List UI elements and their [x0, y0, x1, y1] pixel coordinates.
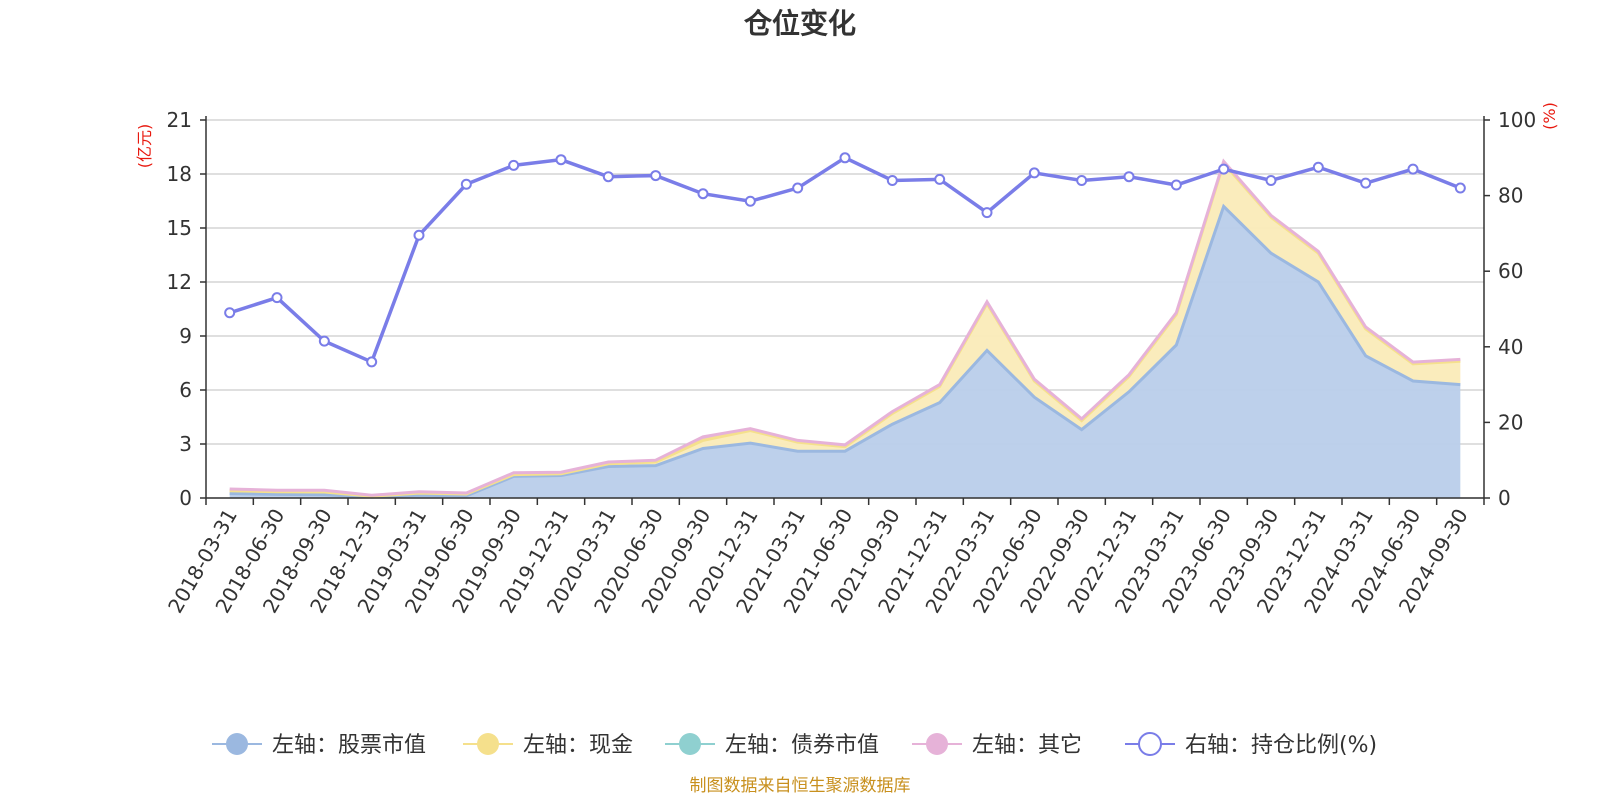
left-tick-label: 3: [179, 432, 192, 456]
data-point: [1170, 179, 1182, 191]
area-edge-左轴：股票市值: [229, 203, 1461, 499]
legend-label: 左轴：债券市值: [725, 733, 879, 758]
data-point: [1265, 174, 1277, 186]
legend-label: 右轴：持仓比例(%): [1185, 733, 1377, 758]
data-point: [839, 152, 851, 164]
left-tick-label: 18: [167, 162, 192, 186]
data-point: [366, 356, 378, 368]
data-point: [1312, 161, 1324, 173]
left-tick-label: 9: [179, 324, 192, 348]
data-point: [555, 154, 567, 166]
data-point: [508, 159, 520, 171]
right-tick-label: 40: [1498, 335, 1523, 359]
left-axis-unit: (亿元): [135, 124, 154, 169]
data-point: [1218, 163, 1230, 175]
data-point: [1123, 171, 1135, 183]
legend-marker: [477, 733, 499, 755]
data-point: [1360, 177, 1372, 189]
data-point: [886, 174, 898, 186]
data-point: [224, 307, 236, 319]
legend-label: 左轴：其它: [972, 733, 1082, 758]
data-point: [1407, 163, 1419, 175]
legend: 左轴：股票市值 左轴：现金 左轴：债券市值 左轴：其它 右轴：持仓比例(%): [212, 732, 1377, 758]
left-tick-label: 0: [179, 486, 192, 510]
left-tick-label: 12: [167, 270, 192, 294]
left-tick-label: 21: [167, 108, 192, 132]
left-tick-label: 15: [167, 216, 192, 240]
area-左轴：股票市值: [229, 206, 1461, 498]
data-point: [744, 195, 756, 207]
line-series: [224, 152, 1466, 368]
data-point: [1454, 182, 1466, 194]
left-tick-label: 6: [179, 378, 192, 402]
grid-lines: [206, 119, 1484, 499]
area-series: [229, 158, 1461, 499]
right-tick-label: 80: [1498, 184, 1523, 208]
data-point: [981, 207, 993, 219]
legend-marker: [926, 733, 948, 755]
data-point: [792, 182, 804, 194]
area-edge-左轴：其它: [229, 158, 1461, 497]
data-point: [318, 335, 330, 347]
right-tick-label: 0: [1498, 486, 1511, 510]
legend-marker: [679, 733, 701, 755]
right-tick-label: 100: [1498, 108, 1536, 132]
data-point: [650, 170, 662, 182]
data-point: [1076, 174, 1088, 186]
legend-label: 左轴：现金: [523, 733, 633, 758]
data-point: [413, 229, 425, 241]
data-point: [934, 173, 946, 185]
data-point: [271, 292, 283, 304]
axes: [200, 116, 1490, 505]
legend-marker: [1138, 732, 1162, 756]
chart-title: 仓位变化: [744, 7, 856, 40]
data-point: [697, 188, 709, 200]
source-footer: 制图数据来自恒生聚源数据库: [690, 776, 911, 796]
right-tick-label: 20: [1498, 410, 1523, 434]
data-point: [602, 171, 614, 183]
legend-label: 左轴：股票市值: [272, 733, 426, 758]
right-tick-label: 60: [1498, 259, 1523, 283]
data-point: [460, 178, 472, 190]
data-point: [1028, 167, 1040, 179]
legend-marker: [226, 733, 248, 755]
right-axis-unit: (%): [1540, 102, 1559, 130]
